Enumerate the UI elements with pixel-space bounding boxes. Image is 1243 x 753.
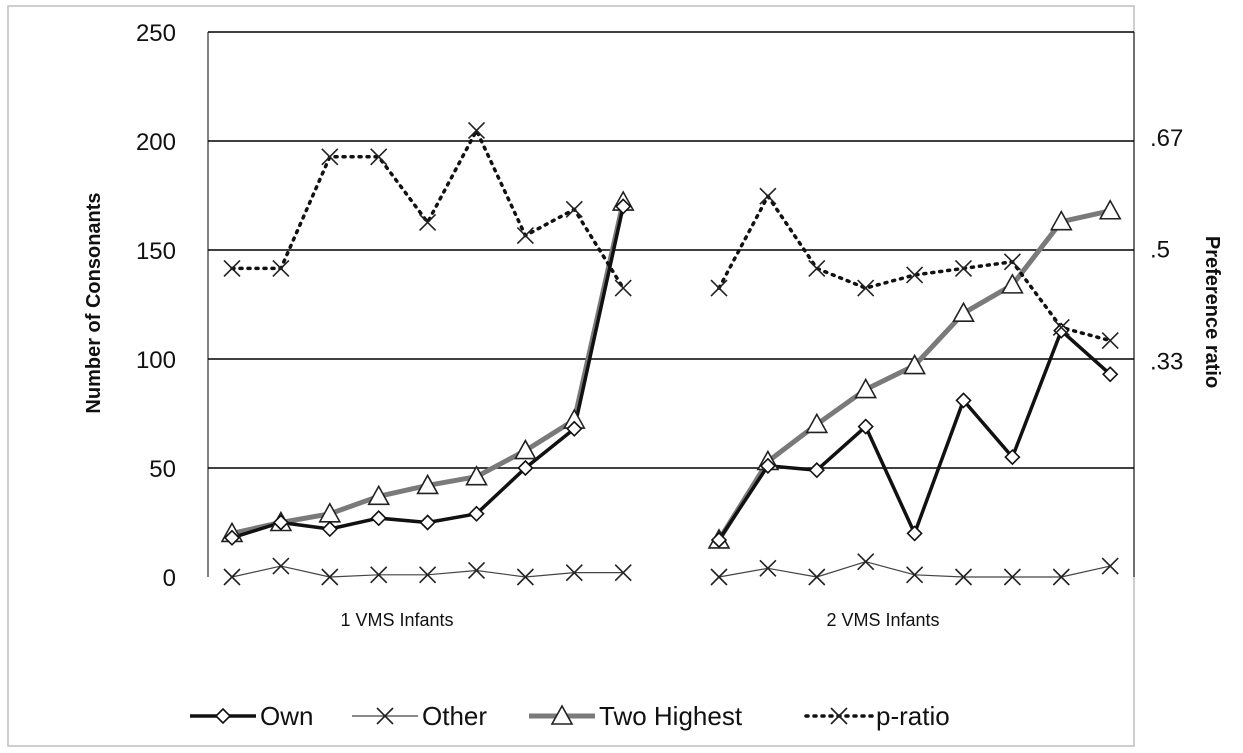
point-p-ratio [516,226,534,245]
legend-label: Other [422,701,487,731]
point-p-ratio [808,259,826,277]
point-two-highest [367,484,391,506]
point-other [321,568,339,586]
legend-item: Two Highest [529,701,743,731]
point-p-ratio [370,148,388,166]
point-own [223,529,241,546]
point-two-highest [805,412,829,434]
point-p-ratio [467,121,486,140]
left-tick-label: 0 [163,565,176,592]
point-two-highest [1098,199,1122,220]
point-other [1101,557,1119,575]
point-own [468,505,485,522]
gridlines [207,31,1135,577]
legend-marker [214,707,232,725]
point-other [419,566,437,584]
point-other [565,564,583,582]
point-own [759,457,777,474]
point-other [857,553,875,571]
point-p-ratio [614,279,632,297]
point-own [1102,366,1119,383]
point-own [517,459,534,477]
point-other [808,568,826,586]
point-p-ratio [710,279,728,297]
point-two-highest [465,465,488,486]
point-own [272,514,290,531]
left-tick-label: 150 [136,238,176,265]
right-axis-ticks: .33 .5 .67 [1150,125,1183,375]
point-own [857,418,874,435]
left-tick-label: 200 [136,129,176,156]
point-other [954,568,973,586]
point-own [955,392,972,409]
point-own [1004,448,1021,466]
point-p-ratio [1101,332,1119,350]
group-label-2: 2 VMS Infants [826,610,939,630]
point-other [759,559,777,577]
legend-item: Other [352,701,487,731]
point-own [615,198,632,215]
point-own [566,420,583,437]
point-own [1053,322,1070,339]
point-two-highest [514,438,537,460]
point-other [370,566,388,584]
point-p-ratio [759,187,777,205]
right-tick-label: .33 [1150,348,1183,375]
point-own [370,510,387,527]
group-label-1: 1 VMS Infants [340,610,453,630]
point-p-ratio [419,213,437,231]
point-own [808,462,825,479]
legend-marker [550,704,574,725]
point-other [1003,568,1021,586]
point-other [516,568,534,586]
point-two-highest [416,473,439,495]
point-other [710,568,728,586]
left-axis-title: Number of Consonants [83,192,105,413]
chart-frame [7,5,1135,747]
point-p-ratio [1052,318,1070,337]
point-p-ratio [857,279,875,297]
legend-item: Own [190,701,313,731]
point-own [321,520,338,538]
legend-label: Own [260,701,313,731]
point-p-ratio [1003,253,1021,271]
point-p-ratio [223,259,241,277]
series-layer [220,121,1122,586]
right-tick-label: .67 [1150,125,1183,152]
point-p-ratio [321,148,339,166]
point-other [906,566,924,584]
legend-label: p-ratio [876,701,950,731]
point-p-ratio [272,259,290,277]
point-other [614,564,632,582]
legend-marker [830,707,848,725]
point-two-highest [952,301,975,323]
right-axis-title: Preference ratio [1201,236,1223,388]
point-two-highest [854,377,878,399]
point-other [223,568,241,586]
point-two-highest [903,353,926,375]
legend-label: Two Highest [599,701,743,731]
right-tick-label: .5 [1150,237,1170,264]
series-line-p-ratio [230,128,625,290]
left-tick-label: 100 [136,347,176,374]
point-p-ratio [906,266,924,284]
legend-marker [376,707,394,725]
point-p-ratio [954,259,973,277]
left-axis-ticks: 0 50 100 150 200 250 [136,20,176,592]
legend-item: p-ratio [804,701,950,731]
point-own [710,531,728,549]
point-p-ratio [565,200,583,218]
point-two-highest [1001,273,1024,294]
point-other [1052,568,1070,586]
point-other [467,561,486,580]
legend: Own Other Two Highest p-ratio [190,701,950,731]
point-two-highest [1049,210,1073,231]
left-tick-label: 250 [136,20,176,47]
point-other [272,557,290,575]
point-own [906,525,923,542]
point-own [419,514,436,531]
left-tick-label: 50 [149,456,176,483]
